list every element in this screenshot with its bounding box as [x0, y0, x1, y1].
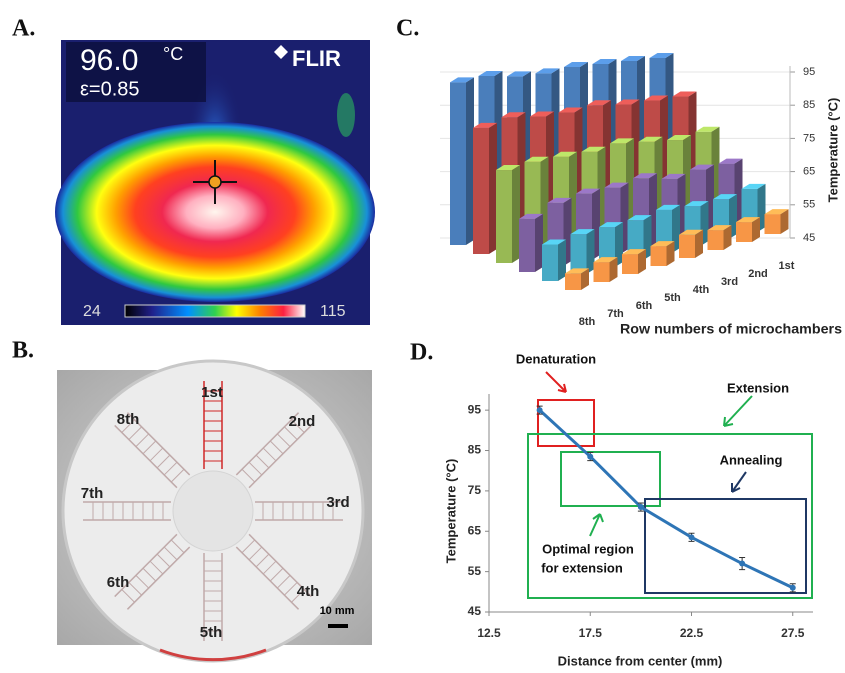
scale-max: 115	[320, 303, 346, 320]
data-point	[790, 585, 796, 591]
annotation: Annealing	[720, 452, 783, 467]
row-label: 1st	[201, 384, 223, 401]
panel-label: A.	[12, 16, 35, 42]
bar	[622, 254, 638, 274]
x-tick-label: 17.5	[579, 626, 603, 640]
data-point	[638, 504, 644, 510]
x-axis-title: Row numbers of microchambers	[620, 321, 842, 337]
y-tick-label: 55	[803, 199, 815, 211]
scale-min: 24	[83, 303, 101, 320]
annotation: Denaturation	[516, 351, 596, 366]
annotation: Extension	[727, 380, 789, 395]
emissivity: ε=0.85	[80, 78, 140, 100]
x-tick-label: 1st	[779, 260, 795, 272]
x-tick-label: 27.5	[781, 626, 805, 640]
bar	[708, 230, 724, 250]
y-tick-label: 95	[468, 402, 482, 416]
bar	[651, 246, 667, 266]
bar-side	[489, 123, 497, 254]
bar	[565, 273, 581, 290]
row-label: 4th	[297, 583, 320, 600]
x-axis-title: Distance from center (mm)	[558, 653, 723, 668]
row-label: 2nd	[289, 413, 316, 430]
y-tick-label: 65	[468, 523, 482, 537]
x-tick-label: 22.5	[680, 626, 704, 640]
scale-bar-label: 10 mm	[320, 605, 355, 617]
bar	[765, 214, 781, 234]
row-label: 5th	[200, 624, 223, 641]
data-point	[537, 407, 543, 413]
panel-label: B.	[12, 338, 34, 364]
bar	[473, 128, 489, 254]
temperature-unit: °C	[163, 44, 183, 64]
panel-label: D.	[410, 340, 433, 366]
bar-side	[466, 77, 474, 245]
bar	[736, 222, 752, 242]
brand: FLIR	[292, 46, 341, 71]
row-label: 3rd	[326, 494, 349, 511]
data-point	[739, 561, 745, 567]
y-axis-title: Temperature (°C)	[443, 459, 458, 564]
x-tick-label: 12.5	[477, 626, 501, 640]
x-tick-label: 7th	[607, 308, 624, 320]
bar-side	[587, 229, 595, 274]
x-tick-label: 6th	[636, 300, 653, 312]
bar	[496, 170, 512, 263]
annotation: Optimal region	[542, 541, 634, 556]
row-label: 8th	[117, 411, 140, 428]
y-tick-label: 85	[468, 443, 482, 457]
row-label: 6th	[107, 574, 130, 591]
bar	[679, 235, 695, 258]
y-tick-label: 45	[468, 604, 482, 618]
y-axis-title: Temperature (°C)	[825, 98, 840, 203]
bar	[450, 82, 466, 245]
x-tick-label: 2nd	[748, 268, 768, 280]
figure: A. 96.0 °C ε=0.85 FLIR 24 115 B.	[0, 0, 845, 673]
bar	[519, 219, 535, 272]
bar	[542, 244, 558, 281]
data-point	[587, 454, 593, 460]
x-tick-label: 4th	[693, 284, 710, 296]
bar	[594, 262, 610, 282]
bar-side	[558, 239, 566, 281]
y-tick-label: 55	[468, 564, 482, 578]
temperature-readout: 96.0	[80, 44, 138, 77]
bar	[571, 234, 587, 274]
y-tick-label: 95	[803, 66, 815, 78]
row-label: 7th	[81, 485, 104, 502]
y-tick-label: 75	[468, 483, 482, 497]
data-point	[689, 534, 695, 540]
x-tick-label: 5th	[664, 292, 681, 304]
x-tick-label: 8th	[579, 316, 596, 328]
bar-side	[535, 214, 543, 272]
y-tick-label: 45	[803, 232, 815, 244]
panel-label: C.	[396, 16, 419, 42]
x-tick-label: 3rd	[721, 276, 738, 288]
annotation: for extension	[541, 560, 623, 575]
bar-side	[512, 165, 520, 263]
y-tick-label: 85	[803, 99, 815, 111]
y-tick-label: 75	[803, 132, 815, 144]
y-tick-label: 65	[803, 166, 815, 178]
